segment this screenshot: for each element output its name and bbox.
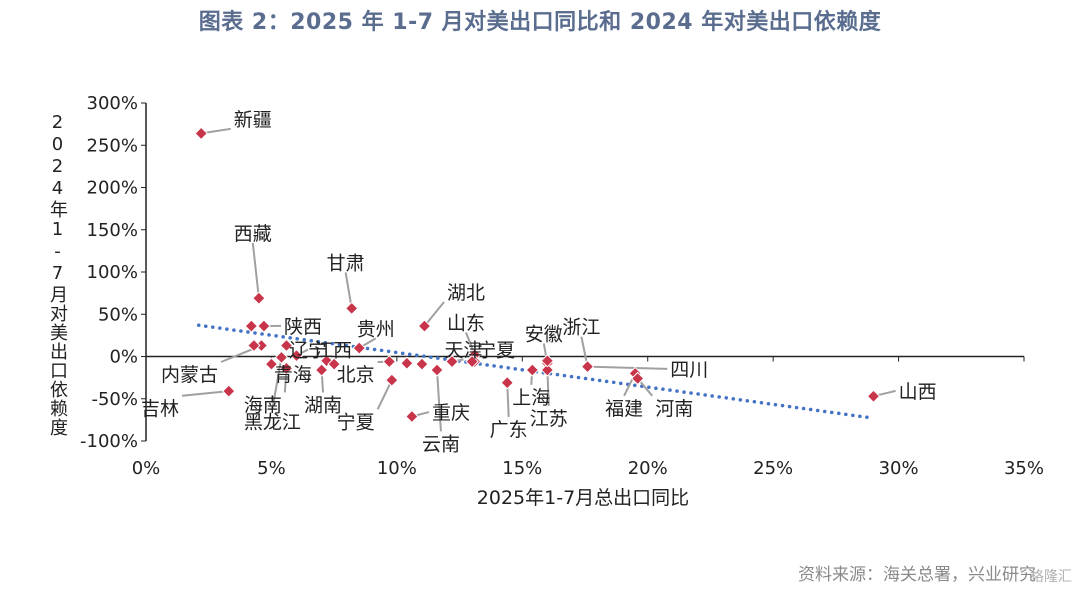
point-label: 山西 — [899, 381, 937, 403]
point-label: 云南 — [422, 433, 460, 455]
data-point — [247, 338, 261, 353]
point-label: 黑龙江 — [244, 411, 301, 433]
data-point — [194, 126, 208, 141]
source-note: 资料来源：海关总署，兴业研究 — [798, 565, 1036, 585]
x-tick-label: 35% — [1004, 458, 1044, 479]
data-point — [465, 354, 479, 369]
point-label: 安徽 — [525, 323, 563, 345]
data-point — [525, 363, 540, 377]
data-point — [540, 363, 555, 377]
data-point — [279, 338, 294, 353]
data-point — [327, 357, 341, 371]
point-label: 辽宁 — [289, 340, 327, 362]
point-label: 天津 — [445, 340, 483, 362]
y-tick-label: 200% — [87, 178, 138, 199]
axes — [141, 102, 1025, 442]
data-point — [274, 350, 289, 365]
leader-line — [251, 242, 260, 299]
point-label: 福建 — [605, 398, 643, 420]
point-label: 陕西 — [284, 316, 322, 338]
x-tick-label: 15% — [502, 458, 542, 479]
y-axis-label: 2024年1-7月对美出口依赖度 — [47, 112, 68, 437]
y-tick-label: 0% — [109, 347, 138, 368]
x-tick-label: 20% — [628, 458, 668, 479]
point-label: 重庆 — [432, 402, 470, 424]
data-point — [385, 373, 399, 387]
point-label: 广东 — [490, 419, 528, 441]
point-label: 湖南 — [304, 394, 342, 416]
y-tick-label: 100% — [87, 262, 138, 283]
x-tick-label: 10% — [377, 458, 417, 479]
point-label: 浙江 — [562, 317, 600, 339]
tick-labels: 300% 250% 200% 150% 100% 50% 0% -50% -100% 0% 5% 10… — [80, 93, 1044, 479]
data-point — [289, 348, 304, 363]
point-label: 宁夏 — [477, 340, 515, 362]
leader-line — [271, 357, 283, 410]
data-point — [430, 363, 444, 377]
x-tick-label: 25% — [753, 458, 793, 479]
point-label: 北京 — [337, 364, 375, 386]
point-label: 江西 — [314, 340, 352, 362]
point-label: 吉林 — [141, 398, 179, 420]
x-tick-label: 30% — [879, 458, 919, 479]
point-label: 青海 — [274, 364, 312, 386]
point-label: 西藏 — [234, 223, 272, 245]
data-point — [866, 389, 881, 403]
x-tick-label: 0% — [132, 458, 161, 479]
data-point — [252, 291, 266, 305]
point-label: 内蒙古 — [161, 364, 218, 386]
data-points — [194, 126, 881, 424]
data-point — [314, 363, 329, 377]
data-point — [405, 409, 419, 424]
data-point — [400, 356, 414, 370]
x-tick-label: 5% — [257, 458, 286, 479]
y-tick-label: 50% — [98, 304, 138, 325]
y-tick-label: 300% — [87, 93, 138, 114]
point-label: 四川 — [670, 359, 708, 381]
y-tick-label: -50% — [91, 389, 138, 410]
data-point — [222, 384, 236, 398]
leader-line — [376, 379, 393, 410]
point-label: 山东 — [447, 312, 485, 334]
point-label: 贵州 — [357, 318, 395, 340]
y-tick-label: 250% — [87, 135, 138, 156]
data-point — [279, 361, 294, 376]
leader-line — [435, 369, 442, 432]
y-tick-label: -100% — [80, 431, 138, 452]
point-label: 新疆 — [234, 109, 272, 131]
data-point — [415, 357, 429, 371]
point-label: 上海 — [512, 387, 550, 409]
chart-title: 图表 2：2025 年 1-7 月对美出口同比和 2024 年对美出口依赖度 — [198, 10, 882, 35]
point-label: 江苏 — [530, 408, 568, 430]
point-label: 湖北 — [447, 282, 485, 304]
y-tick-label: 150% — [87, 220, 138, 241]
point-label: 河南 — [655, 398, 693, 420]
data-point — [540, 354, 555, 368]
data-point — [244, 319, 259, 333]
data-point — [264, 357, 279, 371]
leader-line — [587, 365, 668, 370]
point-label: 海南 — [244, 394, 282, 416]
data-point — [630, 371, 645, 386]
data-point — [417, 319, 432, 333]
leader-line — [423, 301, 445, 327]
data-point — [344, 301, 359, 316]
watermark: 格隆汇 — [1030, 569, 1072, 585]
point-label: 甘肃 — [327, 252, 365, 274]
data-point — [352, 341, 366, 355]
data-point — [382, 354, 397, 369]
leader-line — [344, 272, 353, 309]
point-label: 宁夏 — [337, 411, 375, 433]
leader-line — [181, 390, 229, 397]
data-point — [580, 359, 595, 374]
x-axis-label: 2025年1-7月总出口同比 — [477, 487, 689, 509]
data-point — [500, 375, 514, 390]
data-point — [445, 354, 459, 369]
data-point — [257, 319, 271, 333]
